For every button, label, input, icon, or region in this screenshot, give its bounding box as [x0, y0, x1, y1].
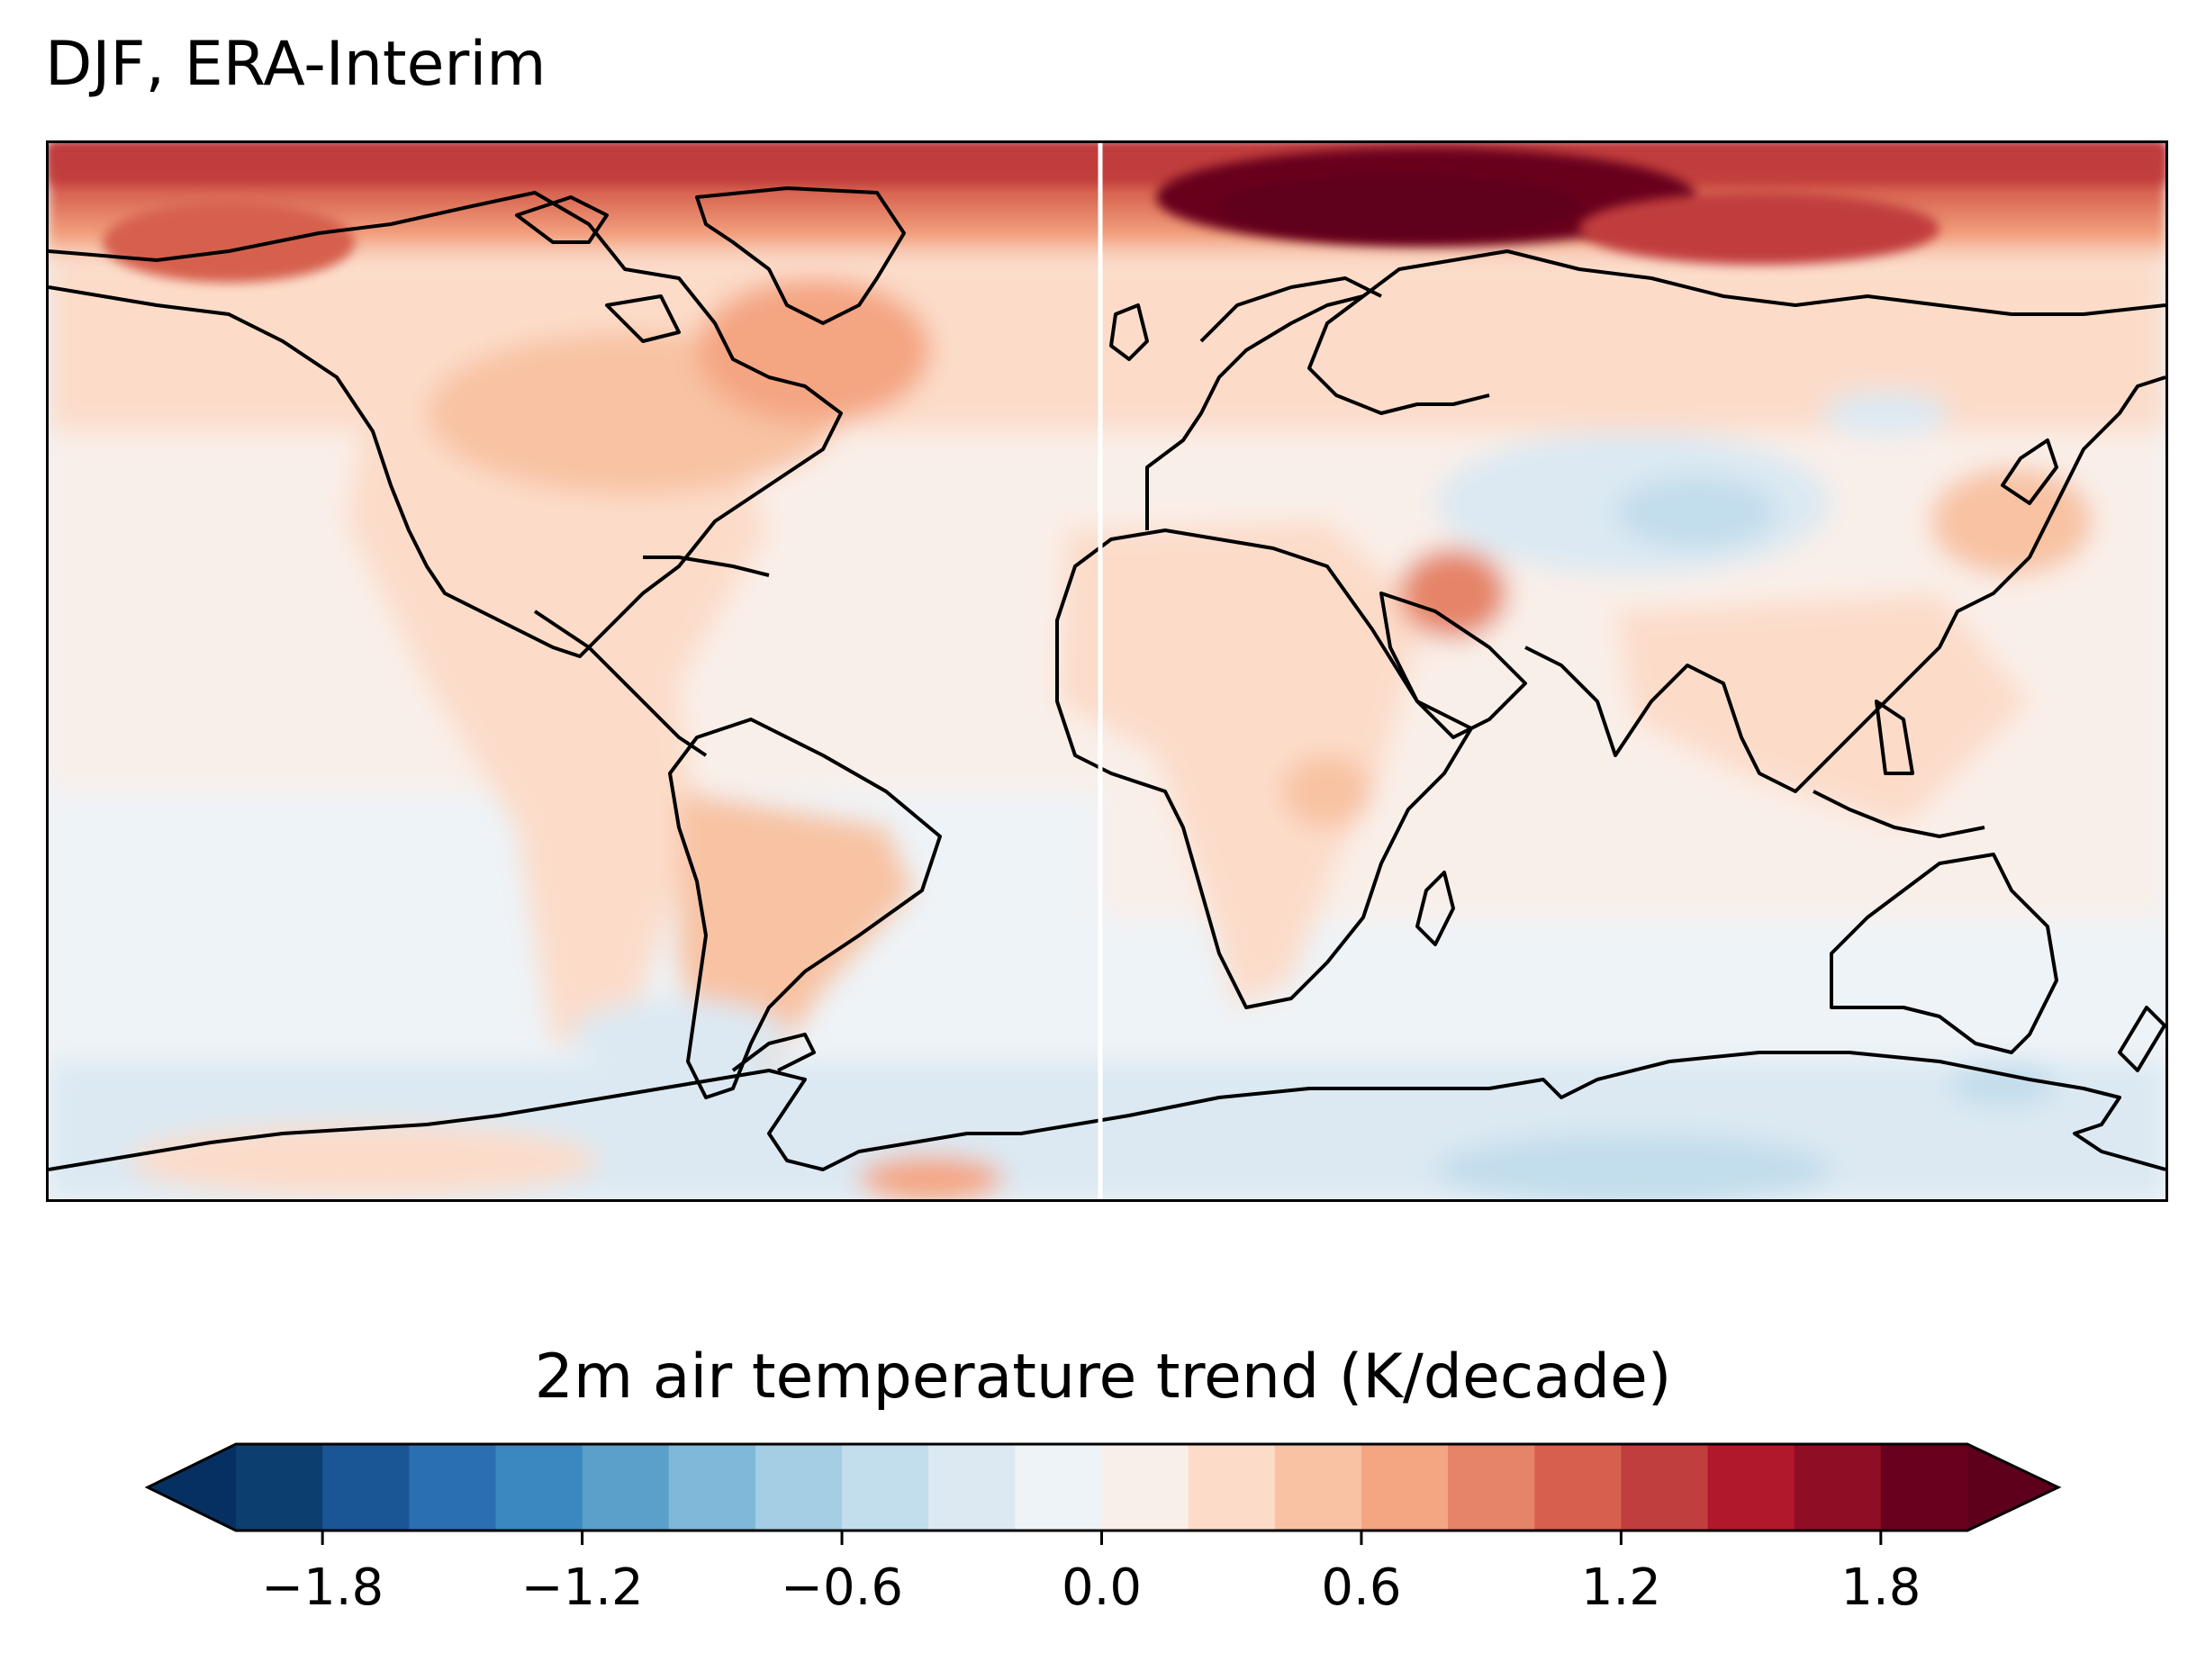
- colorbar-bin: [1448, 1444, 1536, 1531]
- colorbar-bin: [668, 1444, 756, 1531]
- colorbar-bin: [1015, 1444, 1103, 1531]
- colorbar-extend-high: [1967, 1444, 2058, 1531]
- colorbar-bin: [1101, 1444, 1189, 1531]
- colorbar-bin: [1534, 1444, 1623, 1531]
- colorbar-bin: [1621, 1444, 1709, 1531]
- colorbar-bin: [582, 1444, 670, 1531]
- colorbar-bin: [1880, 1444, 1968, 1531]
- colorbar-bin: [495, 1444, 583, 1531]
- colorbar-tick-label: −0.6: [781, 1558, 903, 1617]
- colorbar: −1.8 −1.2 −0.6 0.0 0.6 1.2 1.8: [144, 1442, 2062, 1617]
- map-frame: [46, 140, 2168, 1202]
- map-title: DJF, ERA-Interim: [45, 29, 547, 100]
- colorbar-bin: [1707, 1444, 1795, 1531]
- colorbar-extend-low: [148, 1444, 236, 1531]
- arctic-warming-band: [49, 143, 2165, 283]
- colorbar-bin: [409, 1444, 497, 1531]
- colorbar-tick-label: 0.6: [1321, 1558, 1401, 1617]
- colorbar-bin: [1361, 1444, 1449, 1531]
- temperature-trend-map: [49, 143, 2165, 1199]
- colorbar-label: 2m air temperature trend (K/decade): [534, 1341, 1672, 1413]
- colorbar-tick-label: 0.0: [1062, 1558, 1142, 1617]
- colorbar-tick-label: 1.2: [1581, 1558, 1661, 1617]
- colorbar-bin: [1794, 1444, 1882, 1531]
- colorbar-bin: [1274, 1444, 1362, 1531]
- colorbar-bin: [1188, 1444, 1276, 1531]
- colorbar-bin: [928, 1444, 1017, 1531]
- colorbar-bin: [322, 1444, 411, 1531]
- colorbar-ticks: −1.8 −1.2 −0.6 0.0 0.6 1.2 1.8: [261, 1531, 1921, 1617]
- coastlines: [49, 186, 2165, 1171]
- colorbar-tick-label: −1.8: [261, 1558, 384, 1617]
- colorbar-outline: [144, 1442, 2062, 1532]
- colorbar-tick-label: −1.2: [521, 1558, 644, 1617]
- colorbar-bins: [236, 1444, 1968, 1531]
- colorbar-bin: [842, 1444, 929, 1531]
- colorbar-tick-label: 1.8: [1840, 1558, 1921, 1617]
- colorbar-bin: [236, 1444, 323, 1531]
- colorbar-bin: [755, 1444, 843, 1531]
